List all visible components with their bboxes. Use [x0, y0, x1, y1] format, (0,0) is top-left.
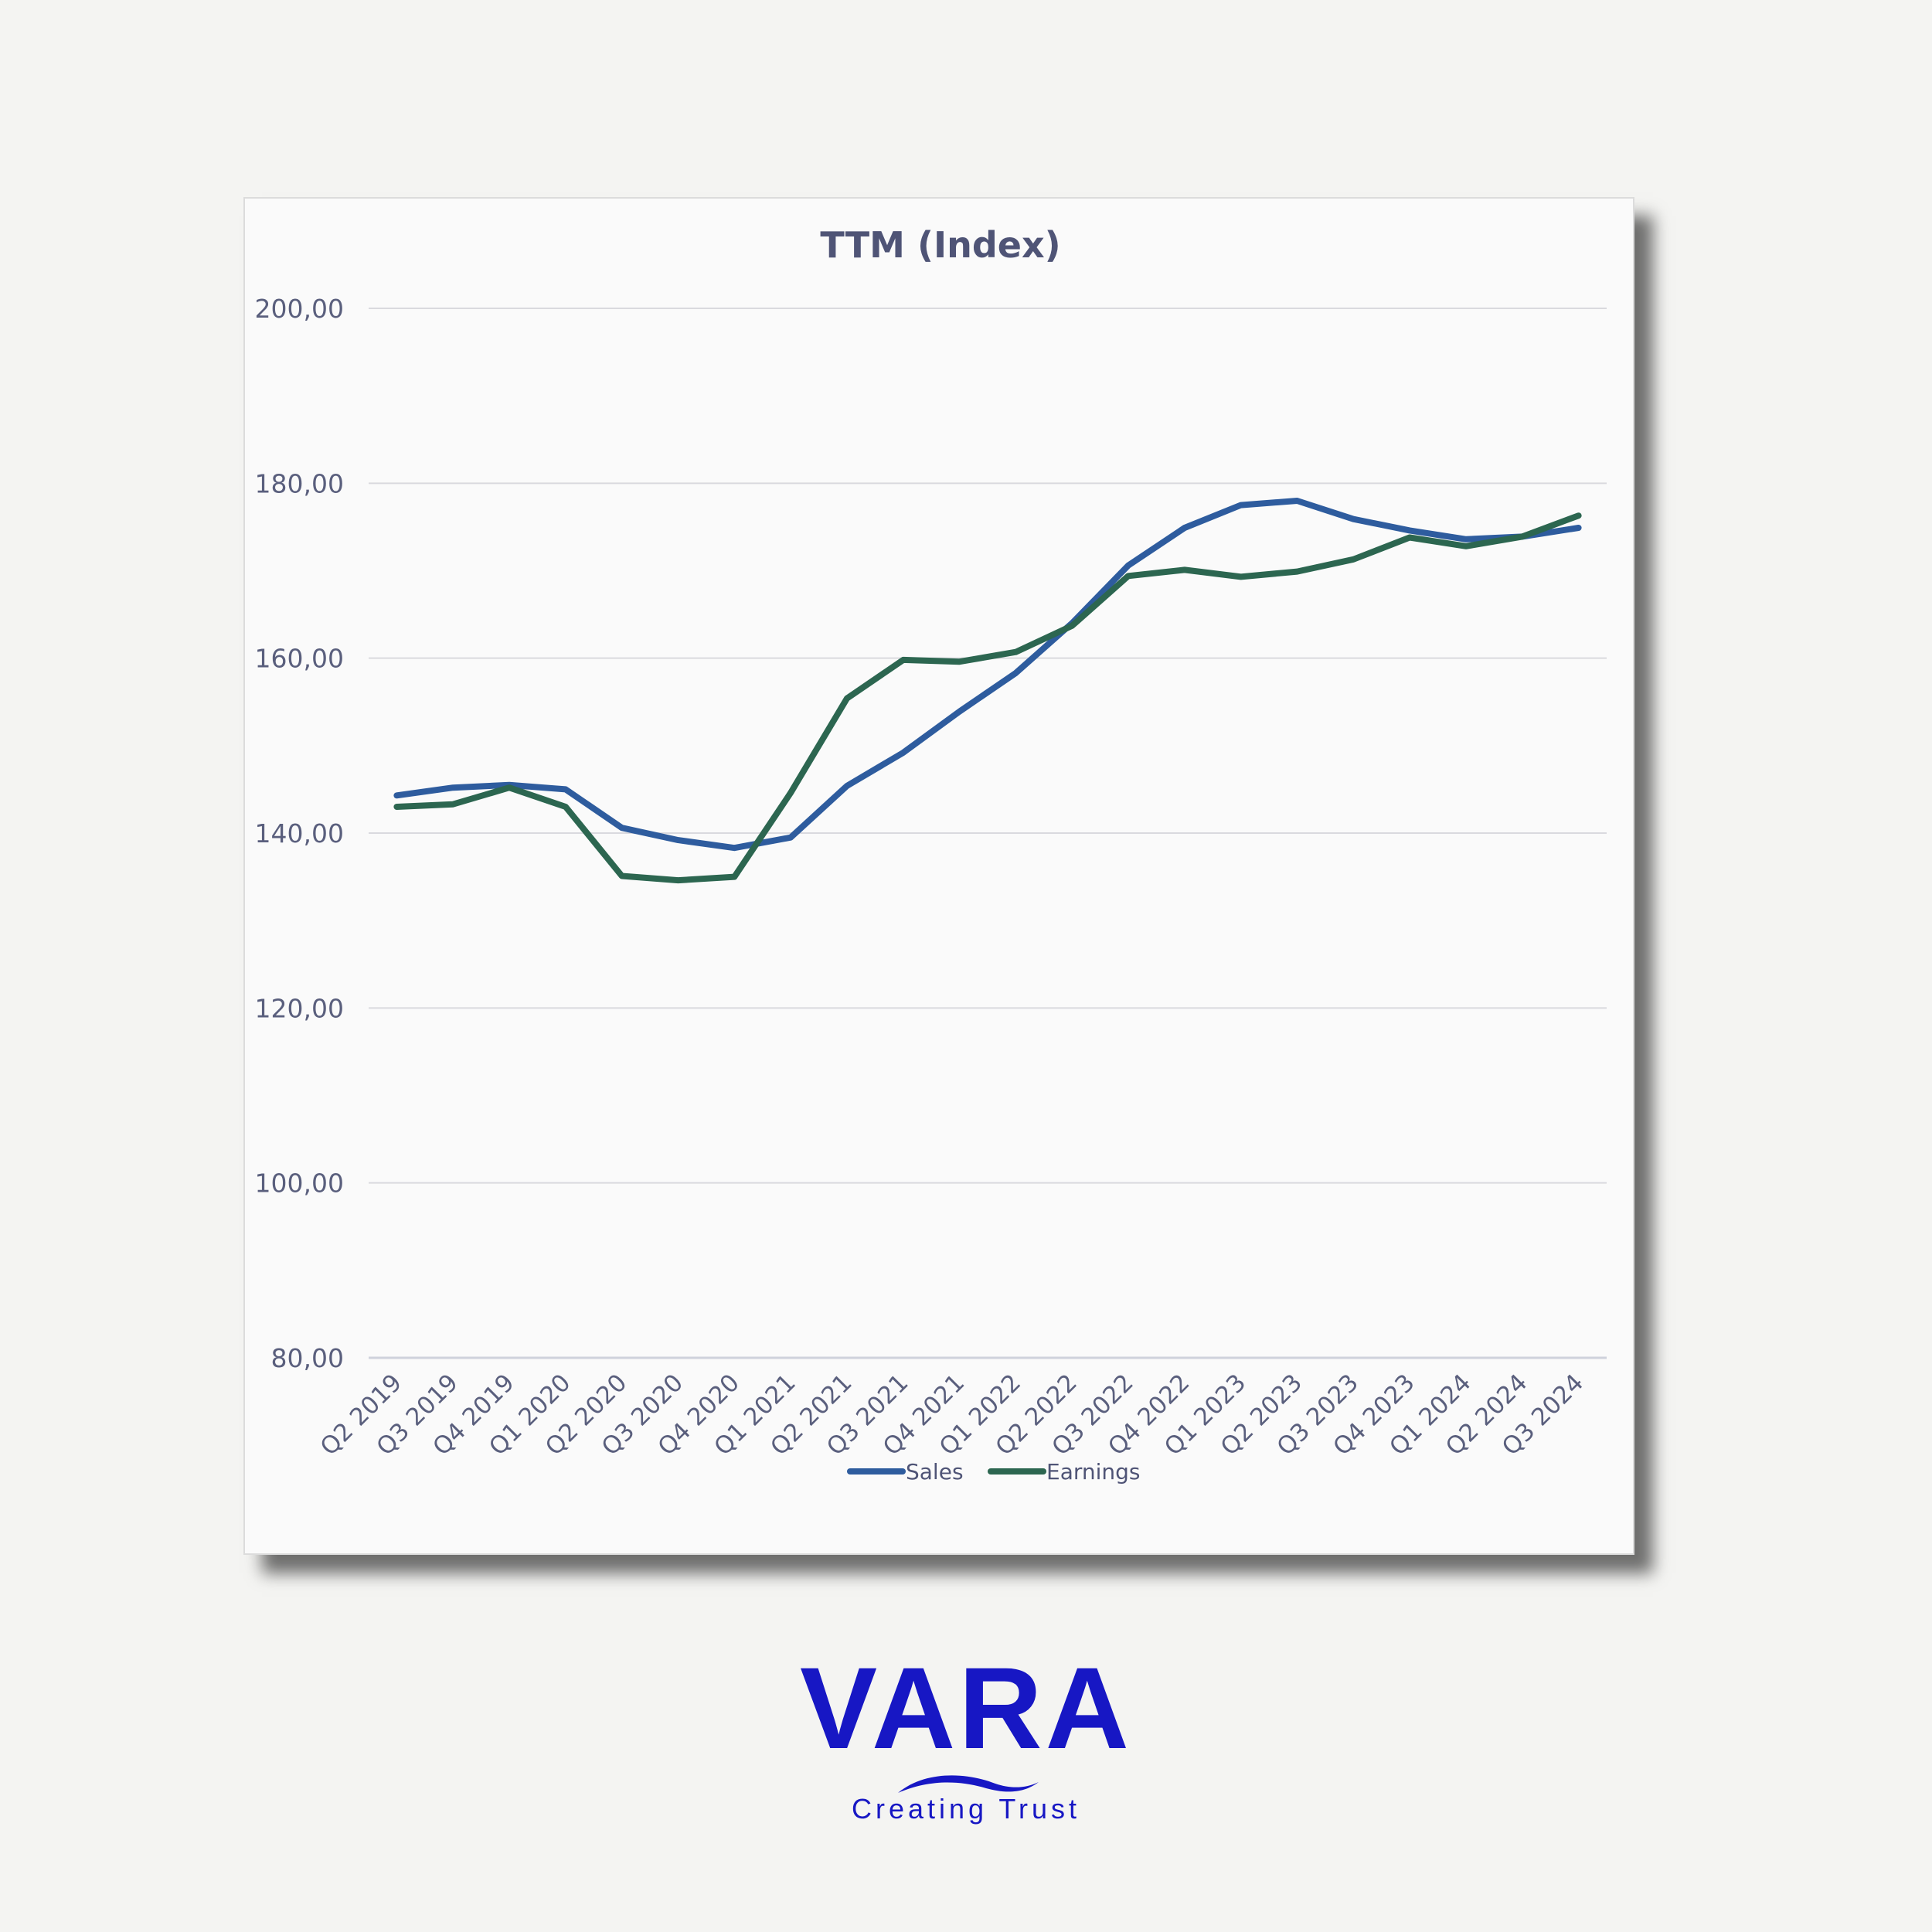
wave-icon	[898, 1775, 1039, 1793]
y-tick-label: 80,00	[271, 1343, 344, 1373]
y-tick-label: 180,00	[255, 468, 344, 498]
brand-name: VARA	[800, 1643, 1132, 1773]
line-chart: TTM (Index) 80,00 100,00 120,00 140,00 160,0…	[255, 224, 1607, 1485]
y-tick-label: 120,00	[255, 993, 344, 1023]
y-tick-label: 100,00	[255, 1168, 344, 1199]
y-tick-label: 160,00	[255, 644, 344, 674]
chart-card: TTM (Index) 80,00 100,00 120,00 140,00 160,0…	[243, 197, 1634, 1555]
y-tick-label: 140,00	[255, 818, 344, 849]
chart-title: TTM (Index)	[820, 224, 1060, 266]
series-line-sales	[393, 498, 1582, 852]
series-line-earnings	[393, 512, 1582, 884]
y-tick-label: 200,00	[255, 294, 344, 324]
brand-tagline: Creating Trust	[851, 1793, 1081, 1825]
legend-label-earnings: Earnings	[1046, 1459, 1141, 1485]
legend-label-sales: Sales	[906, 1459, 964, 1485]
brand-logo: VARA Creating Trust	[773, 1646, 1159, 1839]
